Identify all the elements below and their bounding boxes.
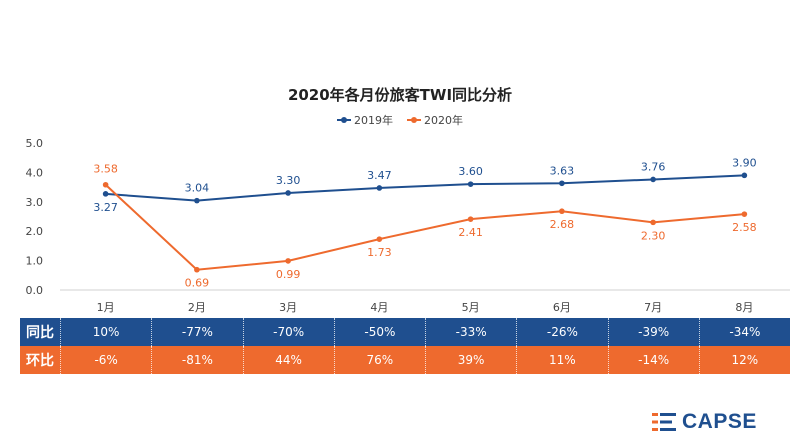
data-point: [741, 211, 748, 217]
x-tick-label: 5月: [462, 301, 480, 314]
yoy-cell: -26%: [516, 318, 607, 346]
legend-label-2019: 2019年: [354, 114, 393, 127]
mom-row: 环比 -6% -81% 44% 76% 39% 11% -14% 12%: [20, 346, 790, 374]
line-chart: 0.0 1.0 2.0 3.0 4.0 5.0 1月 2月 3月 4月 5月 6月 7月 8月 3.27 3.…: [26, 137, 790, 314]
chart-title: 2020年各月份旅客TWI同比分析: [287, 86, 513, 104]
data-label-2019: 3.76: [641, 160, 666, 173]
data-label-2020: 3.58: [93, 163, 118, 176]
mom-cell: -14%: [607, 346, 699, 374]
data-label-2019: 3.30: [276, 174, 301, 187]
legend-marker-icon: [407, 116, 421, 124]
mom-cell: 12%: [698, 346, 790, 374]
data-point: [650, 176, 656, 183]
yoy-row-label: 同比: [26, 325, 54, 341]
data-label-2020: 0.69: [185, 277, 210, 290]
data-label-2020: 2.41: [458, 226, 483, 239]
data-point: [741, 172, 748, 179]
y-tick-label: 4.0: [26, 166, 44, 179]
legend-label-2020: 2020年: [424, 114, 463, 127]
logo-wordmark: CAPSE: [682, 410, 757, 433]
y-tick-label: 0.0: [26, 284, 44, 297]
data-point: [376, 185, 383, 191]
chart-legend: 2019年 2020年: [0, 112, 800, 128]
mom-cell: 39%: [425, 346, 516, 374]
data-label-2020: 2.30: [641, 229, 666, 242]
data-point: [650, 219, 656, 226]
data-point: [285, 258, 291, 264]
yoy-cell: -77%: [151, 318, 242, 346]
data-point: [285, 190, 291, 196]
yoy-cell: -70%: [242, 318, 334, 346]
yoy-cell: -33%: [425, 318, 516, 346]
x-tick-label: 8月: [735, 301, 753, 314]
yoy-cell: 10%: [60, 318, 151, 346]
data-label-2020: 1.73: [367, 246, 392, 259]
data-point: [467, 216, 474, 222]
x-tick-label: 4月: [370, 301, 388, 314]
legend-item-2020: 2020年: [407, 112, 463, 128]
data-label-2019: 3.60: [458, 165, 483, 178]
yoy-cell: -39%: [607, 318, 699, 346]
x-tick-label: 1月: [97, 301, 115, 314]
y-tick-label: 1.0: [26, 255, 44, 268]
data-point: [194, 197, 200, 204]
y-tick-label: 3.0: [26, 196, 44, 209]
data-point: [559, 208, 565, 215]
data-point: [376, 236, 383, 242]
mom-cell: 11%: [516, 346, 607, 374]
legend-item-2019: 2019年: [337, 112, 393, 128]
y-tick-label: 5.0: [26, 137, 44, 150]
data-point: [194, 266, 200, 273]
series-line-2020: [104, 184, 745, 271]
yoy-cell: -50%: [333, 318, 425, 346]
data-label-2020: 2.58: [732, 221, 757, 234]
mom-cell: -6%: [60, 346, 151, 374]
data-label-2019: 3.04: [185, 182, 210, 195]
data-label-2020: 0.99: [276, 268, 301, 281]
data-label-2019: 3.27: [93, 201, 118, 214]
data-label-2019: 3.47: [367, 169, 392, 182]
x-tick-label: 3月: [279, 301, 297, 314]
data-point: [102, 181, 109, 188]
mom-cell: 44%: [242, 346, 334, 374]
yoy-cell: -34%: [698, 318, 790, 346]
x-tick-label: 2月: [188, 301, 206, 314]
capse-logo: CAPSE: [652, 410, 757, 434]
legend-marker-icon: [337, 116, 351, 124]
x-tick-label: 7月: [644, 301, 662, 314]
capse-logo-icon: [652, 413, 676, 431]
data-point: [102, 191, 109, 197]
data-point: [559, 180, 565, 187]
data-label-2019: 3.63: [550, 164, 575, 177]
series-line-2019: [105, 174, 745, 202]
mom-cell: -81%: [151, 346, 242, 374]
yoy-row: 同比 10% -77% -70% -50% -33% -26% -39% -34…: [20, 318, 790, 346]
y-tick-label: 2.0: [26, 225, 44, 238]
mom-row-label: 环比: [26, 353, 54, 369]
data-label-2019: 3.90: [732, 156, 757, 169]
data-label-2020: 2.68: [550, 218, 575, 231]
x-tick-label: 6月: [553, 301, 571, 314]
mom-cell: 76%: [333, 346, 425, 374]
data-point: [467, 181, 474, 187]
